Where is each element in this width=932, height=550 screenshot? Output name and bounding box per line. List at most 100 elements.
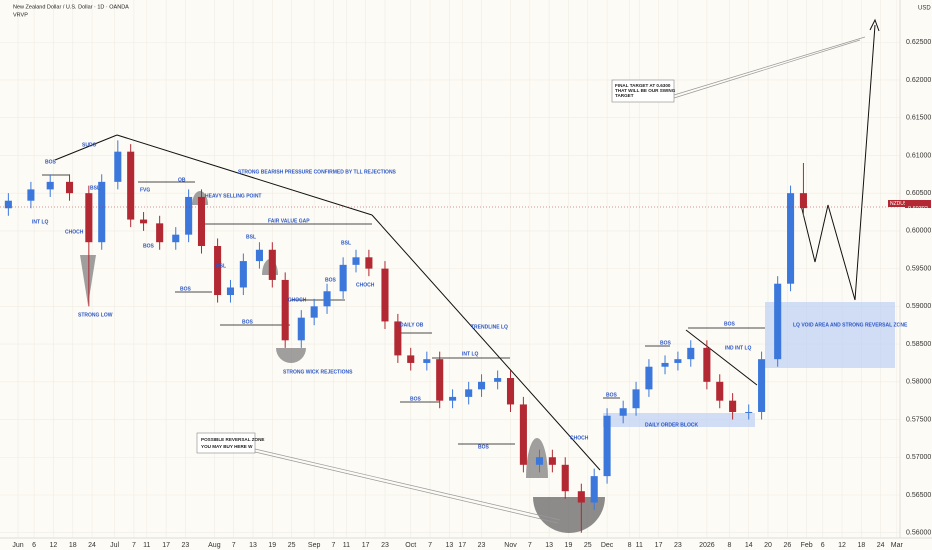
x-tick-label: 13 [445,542,453,549]
candle-body [281,279,289,341]
annotation: DAILY OB [400,322,424,328]
annotation: BOS [180,286,192,292]
price-badge [905,200,931,208]
annotation: BSL [216,263,226,269]
x-tick-label: 25 [288,542,296,549]
candle-body [65,181,74,194]
callout-line [673,36,866,96]
annotation: IND INT LQ [725,345,751,351]
annotation: CHOCH [288,297,307,303]
annotation: BSL [246,234,256,240]
x-tick-label: 11 [636,542,643,549]
annotation: BOS [478,444,490,450]
reversal-shape [533,497,605,533]
candle-body [506,378,515,405]
annotation: BSL [90,185,100,191]
x-tick-label: 26 [783,542,791,549]
candle-body [519,404,527,465]
annotation: BOS [242,319,254,325]
annotation: STRONG LOW [78,312,113,318]
candle-body [603,415,611,477]
axis-unit: USD [918,6,931,12]
lq-void-zone [765,302,895,368]
candle-body [407,355,415,363]
y-tick-label: 0.58000 [906,379,931,386]
annotation: HEAVY SELLING POINT [205,193,262,199]
x-tick-label: 17 [162,542,170,549]
candle-body [661,362,669,367]
y-tick-label: 0.62000 [906,77,931,84]
x-tick-label: Aug [208,542,221,549]
candle-body [127,151,135,220]
x-tick-label: 13 [545,542,553,549]
annotation: CHOCH [65,229,84,235]
annotation: LQ VOID AREA AND STRONG REVERSAL ZONE [793,322,908,328]
candle-body [449,396,457,401]
callout-line [254,448,561,521]
candle-body [494,378,502,382]
annotation: BOS [724,321,736,327]
callout-line [254,451,559,524]
x-tick-label: 12 [50,542,58,549]
candle-body [423,359,431,363]
chart-subtitle: VRVP [13,12,28,18]
note-text: YOU MAY BUY HERE W [201,444,253,449]
x-tick-label: 23 [182,542,190,549]
annotation: BOS [45,159,57,165]
last-price: 0.60302 [908,206,928,212]
candle-body [85,193,93,243]
note-text: FINAL TARGET AT 0.6300 [615,83,671,88]
candle-body [787,193,795,284]
x-tick-label: 17 [655,542,663,549]
candle-body [590,476,598,503]
x-tick-label: 11 [143,542,150,549]
candle-body [310,306,318,318]
y-tick-label: 0.58500 [906,341,931,348]
trend-line [54,134,118,161]
x-tick-label: 7 [232,542,236,549]
candle-body [239,261,247,288]
x-tick-label: 23 [674,542,682,549]
candle-body [716,381,724,401]
candle-body [114,151,122,182]
candle-body [729,400,737,412]
projection-path [800,24,876,301]
x-tick-label: Feb [801,542,813,549]
x-tick-label: 11 [343,542,350,549]
candle-body [577,491,585,503]
wick-shape [276,348,306,363]
x-tick-label: 25 [584,542,592,549]
trend-line [685,329,758,386]
x-tick-label: 19 [565,542,573,549]
wick-shape [80,255,96,305]
x-tick-label: Mar [891,542,904,549]
candle-body [46,181,54,190]
x-tick-label: 13 [249,542,257,549]
axes: 0.56000 0.56500 0.57000 0.57500 0.58000 0.585… [12,39,931,549]
x-tick-label: Jun [12,542,23,549]
chart-title: New Zealand Dollar / U.S. Dollar · 1D · … [13,4,129,10]
candle-body [687,347,695,360]
y-tick-label: 0.61500 [906,115,931,122]
order-block-zone [603,413,755,427]
y-tick-label: 0.60500 [906,190,931,197]
y-tick-label: 0.61000 [906,152,931,159]
callout-line [673,39,861,99]
candle-body [226,287,235,296]
candle-body [478,381,486,390]
symbol-label: NZDUSD [890,201,911,207]
y-tick-label: 0.56500 [906,492,931,499]
y-tick-label: 0.56000 [906,530,931,537]
annotation: STRONG BEARISH PRESSURE CONFIRMED BY TLL… [238,169,397,175]
candle-body [774,283,782,360]
x-tick-label: 14 [745,542,753,549]
candle-body [436,359,444,401]
candle-body [214,245,222,296]
candle-body [98,181,106,243]
candle-body [172,234,180,243]
note-text: POSSIBLE REVERSAL ZONE [201,437,264,442]
note-box [196,432,256,454]
x-tick-label: 23 [381,542,389,549]
